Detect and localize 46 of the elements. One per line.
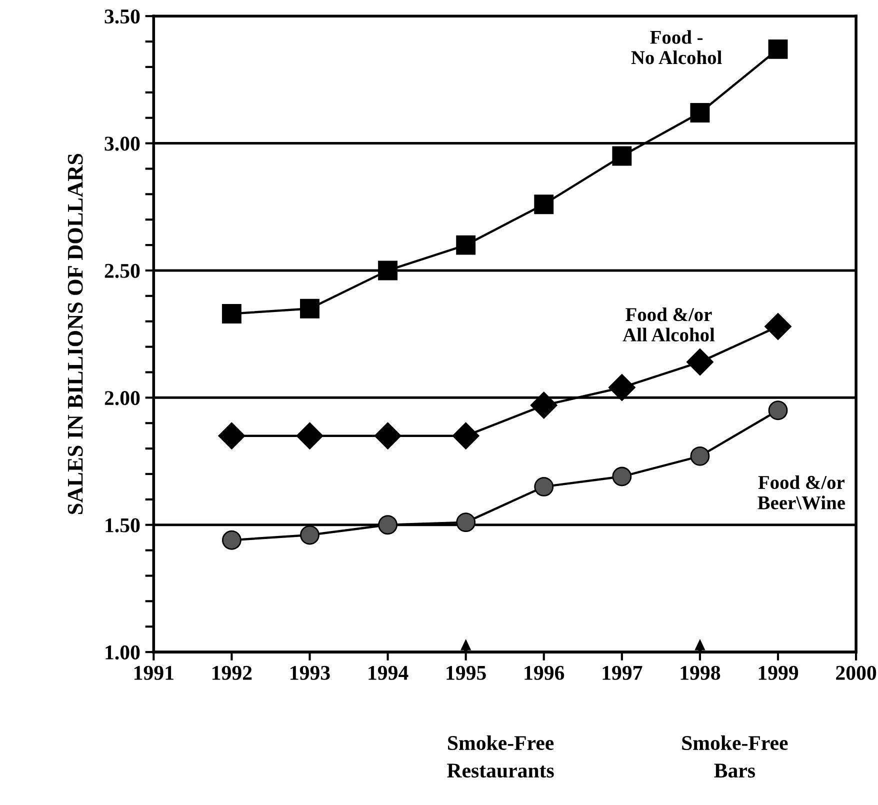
point	[452, 422, 480, 450]
x-tick-label: 1995	[446, 666, 486, 680]
point	[764, 312, 792, 340]
y-tick-label: 3.50	[104, 9, 140, 24]
text: Smoke-Free Bars	[682, 735, 788, 778]
point	[456, 235, 476, 255]
text: Smoke-Free Restaurants	[447, 735, 554, 778]
x-tick-label: 2000	[836, 666, 876, 680]
y-tick-label: 1.50	[106, 518, 140, 532]
point	[378, 260, 398, 280]
y-tick-label: 2.50	[104, 264, 140, 278]
point	[768, 39, 788, 59]
y-tick-label: 1.00	[106, 645, 140, 660]
point	[690, 103, 710, 122]
x-tick-label: 1996	[524, 666, 564, 680]
x-tick-label: 1998	[680, 666, 720, 680]
point	[222, 304, 242, 324]
point	[300, 525, 320, 545]
point	[218, 422, 246, 450]
point	[534, 194, 554, 214]
text: Food &/or Beer\Wine	[758, 475, 846, 510]
x-tick-label: 1999	[758, 666, 798, 680]
x-tick-label: 1993	[290, 666, 330, 680]
x-tick-label: 1994	[368, 666, 408, 680]
y-axis-title: SALES IN BILLIONS OF DOLLARS	[68, 154, 83, 514]
point	[530, 392, 558, 419]
point	[612, 146, 632, 166]
point	[608, 374, 636, 401]
point	[612, 466, 632, 486]
point	[222, 530, 242, 550]
point	[686, 348, 714, 376]
series-label: Food &/or All Alcohol	[622, 307, 715, 342]
series-label: Food - No Alcohol	[631, 30, 722, 64]
point	[300, 298, 320, 318]
point	[768, 400, 788, 420]
x-tick-label: 1992	[212, 666, 252, 680]
point	[296, 422, 324, 450]
point	[374, 422, 402, 450]
y-tick-label: 3.00	[104, 136, 140, 151]
point	[378, 515, 398, 535]
x-tick-label: 1997	[602, 666, 642, 680]
point	[690, 446, 710, 466]
y-tick-label: 2.00	[104, 391, 140, 406]
x-tick-label: 1991	[134, 666, 174, 680]
point	[456, 512, 476, 532]
point	[534, 476, 554, 496]
